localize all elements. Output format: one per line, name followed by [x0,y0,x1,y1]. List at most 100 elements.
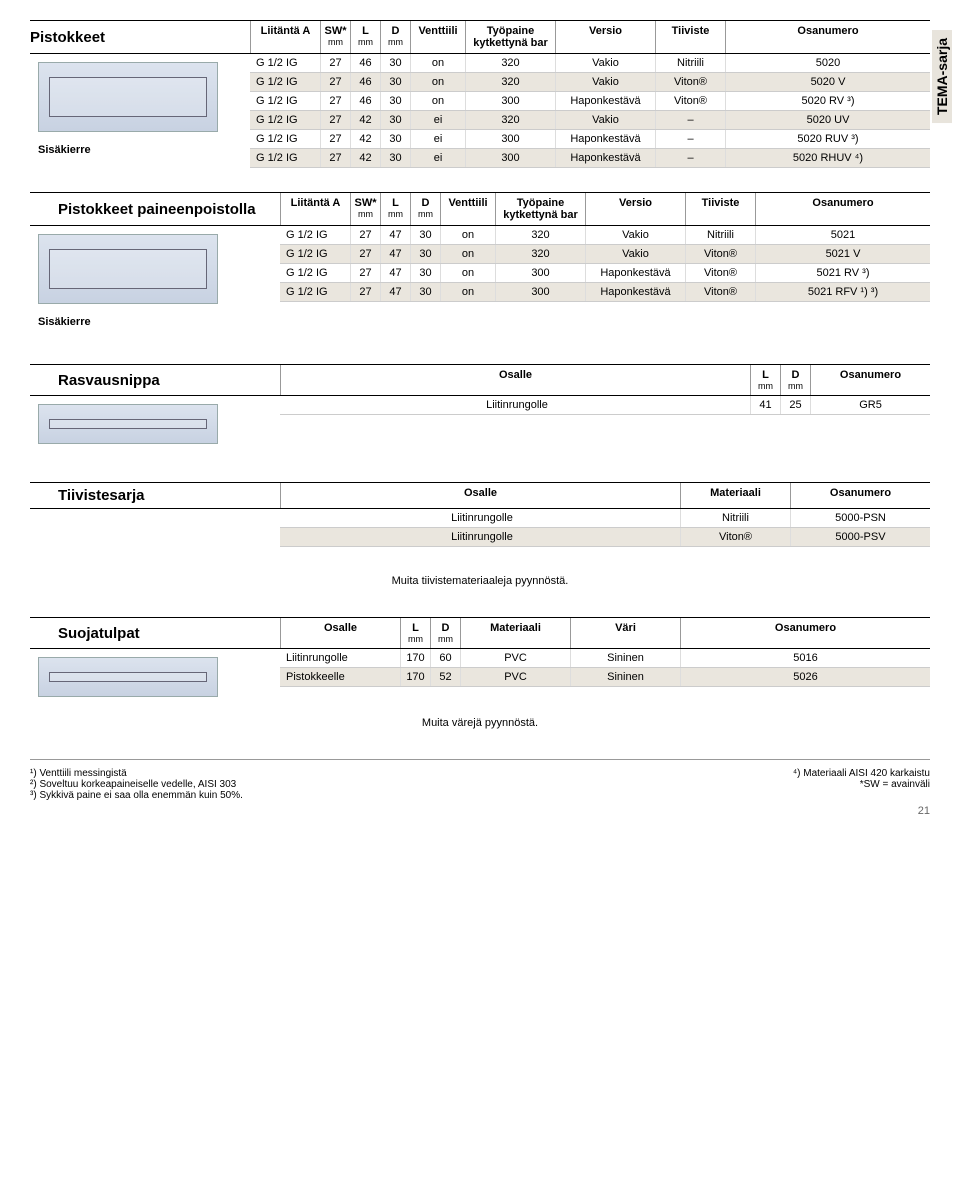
cell: 30 [410,264,440,282]
title-pistokkeet: Pistokkeet [30,21,250,53]
cell: Vakio [585,245,685,263]
footnote: ²) Soveltuu korkeapaineiselle vedelle, A… [30,779,243,790]
cell: Viton® [655,73,725,91]
hdr-tyopaine: Työpaine kytkettynä bar [495,193,585,225]
schematic-image [38,62,218,132]
hdr-l: Lmm [400,618,430,648]
cell: 5020 [725,54,930,72]
cell: Nitriili [680,509,790,527]
cell: 170 [400,668,430,686]
page-number: 21 [918,805,930,817]
cell: 47 [380,226,410,244]
cell: 46 [350,73,380,91]
hdr-versio: Versio [555,21,655,53]
cell: 320 [465,111,555,129]
cell: 5021 V [755,245,930,263]
schematic-image [38,234,218,304]
footnote: *SW = avainväli [793,779,930,790]
hdr-l: Lmm [380,193,410,225]
cell: 52 [430,668,460,686]
cell: 47 [380,264,410,282]
cell: 5021 [755,226,930,244]
hdr-materiaali: Materiaali [680,483,790,508]
cell: Sininen [570,649,680,667]
hdr-d: Dmm [410,193,440,225]
cell: Liitinrungolle [280,528,680,546]
section-pistokkeet: Pistokkeet Liitäntä A SW*mm Lmm Dmm Vent… [30,20,930,168]
cell: PVC [460,649,570,667]
header-row: Osalle Materiaali Osanumero [280,483,930,508]
cell: 27 [320,130,350,148]
side-label: TEMA-sarja [932,30,952,123]
cell: 5020 RHUV ⁴) [725,149,930,167]
table-row: G 1/2 IG274730on300HaponkestäväViton®502… [280,283,930,302]
cell: G 1/2 IG [250,73,320,91]
section-suojatulpat: Suojatulpat Osalle Lmm Dmm Materiaali Vä… [30,617,930,735]
cell: Viton® [680,528,790,546]
header-row: Liitäntä A SW*mm Lmm Dmm Venttiili Työpa… [280,193,930,225]
cell: 30 [380,73,410,91]
schematic-image [38,404,218,444]
cell: 30 [380,149,410,167]
cell: Vakio [585,226,685,244]
cell: ei [410,130,465,148]
cell: 170 [400,649,430,667]
table-body: Liitinrungolle17060PVCSininen5016Pistokk… [280,649,930,711]
cell: 5020 V [725,73,930,91]
cell: 30 [380,54,410,72]
cell: 30 [410,283,440,301]
caption-sisakierre: Sisäkierre [38,310,272,332]
cell: – [655,111,725,129]
hdr-vari: Väri [570,618,680,648]
cell: 5021 RFV ¹) ³) [755,283,930,301]
cell: on [440,245,495,263]
cell: Liitinrungolle [280,396,750,414]
cell: 5000-PSV [790,528,930,546]
cell: 42 [350,130,380,148]
cell: Vakio [555,54,655,72]
cell: 320 [495,226,585,244]
table-row: G 1/2 IG274630on320VakioNitriili5020 [250,54,930,73]
hdr-liitanta: Liitäntä A [280,193,350,225]
title-suojatulpat: Suojatulpat [58,625,140,642]
cell: 30 [380,130,410,148]
cell: Haponkestävä [555,149,655,167]
schematic-image [38,657,218,697]
hdr-venttiili: Venttiili [440,193,495,225]
cell: Haponkestävä [555,92,655,110]
cell: G 1/2 IG [280,264,350,282]
section-paineenpoistolla: Pistokkeet paineenpoistolla Liitäntä A S… [30,192,930,340]
table-row: G 1/2 IG274230ei300Haponkestävä–5020 RUV… [250,130,930,149]
cell: 5020 RUV ³) [725,130,930,148]
table-body: G 1/2 IG274630on320VakioNitriili5020G 1/… [250,54,930,168]
cell: Sininen [570,668,680,686]
cell: Nitriili [655,54,725,72]
cell: 25 [780,396,810,414]
cell: Nitriili [685,226,755,244]
cell: 5000-PSN [790,509,930,527]
table-row: G 1/2 IG274730on320VakioViton®5021 V [280,245,930,264]
cell: – [655,130,725,148]
cell: on [410,54,465,72]
hdr-osanumero: Osanumero [755,193,930,225]
cell: 27 [320,92,350,110]
table-body: G 1/2 IG274730on320VakioNitriili5021G 1/… [280,226,930,340]
cell: 60 [430,649,460,667]
footnotes: ¹) Venttiili messingistä²) Soveltuu kork… [30,759,930,801]
hdr-d: Dmm [380,21,410,53]
cell: Haponkestävä [585,283,685,301]
hdr-osanumero: Osanumero [790,483,930,508]
cell: on [410,92,465,110]
cell: 5021 RV ³) [755,264,930,282]
cell: 27 [320,149,350,167]
cell: 46 [350,54,380,72]
table-body: LiitinrungolleNitriili5000-PSNLiitinrung… [280,509,930,569]
cell: G 1/2 IG [280,226,350,244]
cell: G 1/2 IG [280,283,350,301]
table-row: G 1/2 IG274230ei300Haponkestävä–5020 RHU… [250,149,930,168]
cell: Viton® [685,245,755,263]
cell: G 1/2 IG [250,130,320,148]
cell: PVC [460,668,570,686]
cell: 320 [465,54,555,72]
hdr-sw: SW*mm [320,21,350,53]
